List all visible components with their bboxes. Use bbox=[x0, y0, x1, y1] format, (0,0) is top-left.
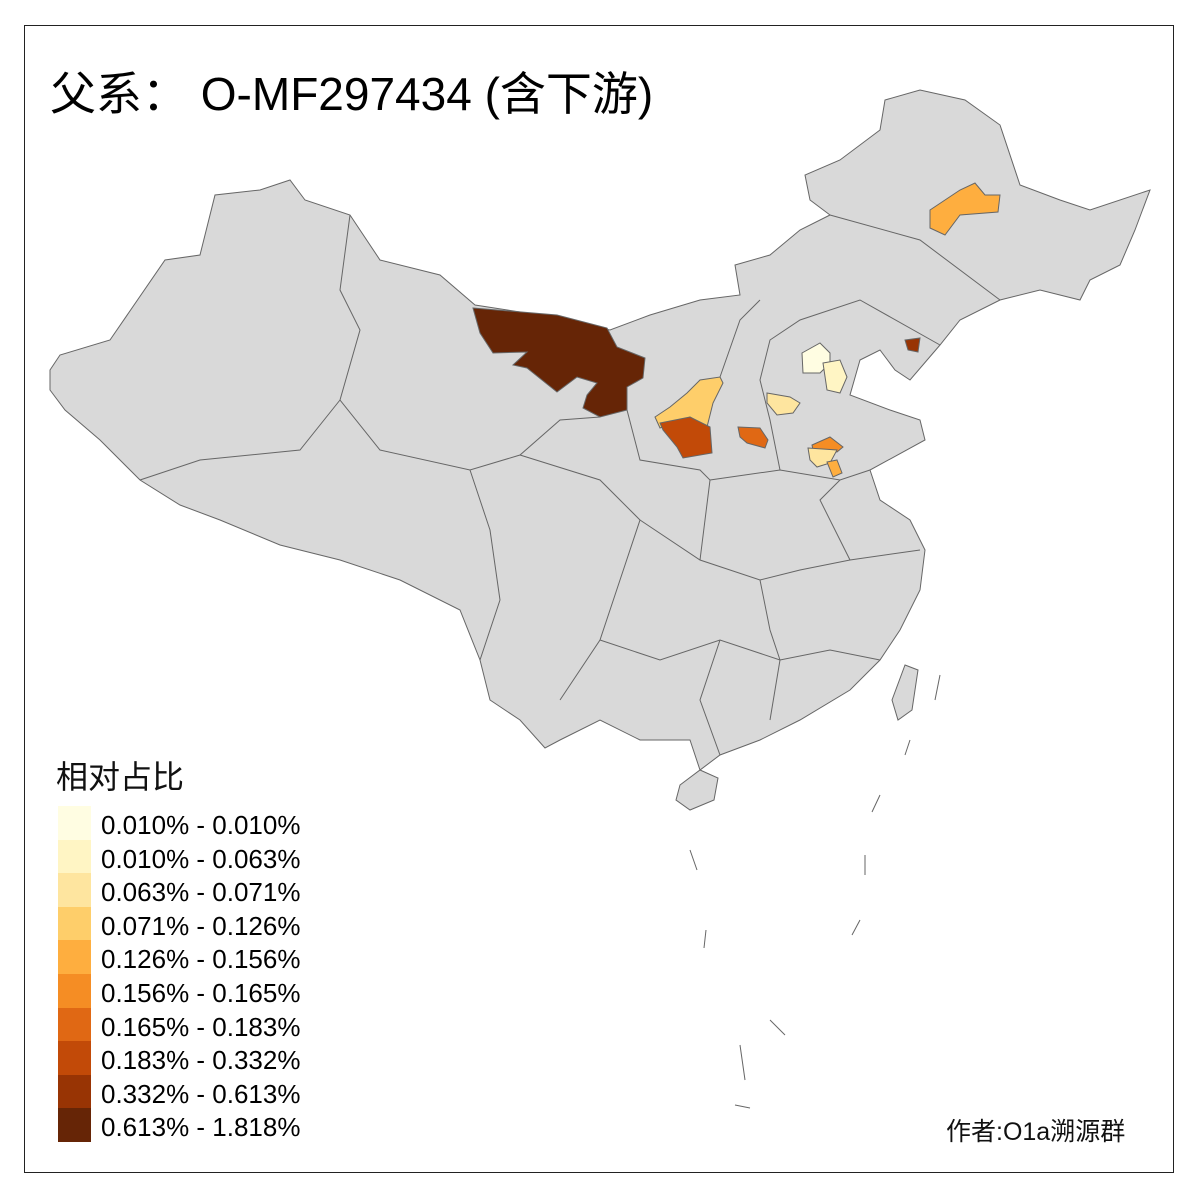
legend-label: 0.010% - 0.063% bbox=[101, 843, 301, 874]
island-mark bbox=[904, 739, 911, 756]
island-mark bbox=[739, 1044, 746, 1081]
legend-swatch bbox=[58, 1041, 91, 1075]
legend-label: 0.126% - 0.156% bbox=[101, 944, 301, 975]
region-yanan bbox=[659, 416, 713, 459]
legend-label: 0.183% - 0.332% bbox=[101, 1045, 301, 1076]
legend-title: 相对占比 bbox=[56, 759, 185, 795]
province-border bbox=[819, 479, 851, 561]
island-mark bbox=[769, 1019, 786, 1036]
legend-label: 0.165% - 0.183% bbox=[101, 1011, 301, 1042]
province-border bbox=[759, 579, 781, 661]
legend-swatch bbox=[58, 1108, 91, 1142]
legend-label: 0.332% - 0.613% bbox=[101, 1078, 301, 1109]
legend-swatch bbox=[58, 974, 91, 1008]
island-mark bbox=[934, 674, 941, 701]
province-border bbox=[139, 399, 341, 481]
legend-item: 0.165% - 0.183% bbox=[58, 1007, 358, 1042]
island-mark bbox=[871, 794, 881, 813]
author-credit: 作者:O1a溯源群 bbox=[946, 1118, 1126, 1146]
legend-swatch bbox=[58, 940, 91, 974]
province-border bbox=[339, 214, 601, 471]
legend-label: 0.071% - 0.126% bbox=[101, 910, 301, 941]
region-qiqihar bbox=[929, 182, 1001, 236]
region-shijiazhuang bbox=[766, 392, 801, 416]
province-border bbox=[626, 409, 711, 561]
map-title: 父系： O-MF297434 (含下游) bbox=[50, 68, 654, 120]
south-china-sea-islands bbox=[689, 674, 941, 1109]
legend-item: 0.183% - 0.332% bbox=[58, 1041, 358, 1075]
province-border bbox=[829, 214, 1001, 301]
map-frame bbox=[24, 25, 1174, 1173]
legend-swatch bbox=[58, 839, 91, 874]
province-borders bbox=[139, 214, 1001, 756]
legend-swatch bbox=[58, 806, 91, 840]
legend-item: 0.010% - 0.010% bbox=[58, 806, 358, 840]
legend-item: 0.071% - 0.126% bbox=[58, 906, 358, 941]
province-border bbox=[719, 299, 761, 378]
province-border bbox=[709, 469, 871, 481]
province-border bbox=[469, 469, 501, 661]
region-linfen bbox=[737, 426, 769, 449]
legend-swatch bbox=[58, 1074, 91, 1109]
island-mark bbox=[689, 849, 698, 871]
hainan-island bbox=[675, 769, 719, 811]
legend-swatch bbox=[58, 1007, 91, 1042]
legend-swatch bbox=[58, 906, 91, 941]
province-border bbox=[519, 454, 641, 701]
province-border bbox=[639, 519, 921, 581]
legend-label: 0.010% - 0.010% bbox=[101, 810, 301, 840]
legend-item: 0.613% - 1.818% bbox=[58, 1108, 358, 1142]
legend-label: 0.156% - 0.165% bbox=[101, 978, 301, 1008]
province-border bbox=[759, 299, 941, 471]
china-base-map bbox=[49, 89, 1151, 811]
region-tianjin bbox=[822, 359, 848, 394]
taiwan-island bbox=[891, 664, 919, 721]
legend-item: 0.126% - 0.156% bbox=[58, 940, 358, 974]
region-dalian bbox=[904, 337, 921, 353]
legend-item: 0.332% - 0.613% bbox=[58, 1074, 358, 1109]
legend-swatch bbox=[58, 873, 91, 907]
china-outline bbox=[49, 89, 1151, 771]
legend-item: 0.010% - 0.063% bbox=[58, 839, 358, 874]
legend-label: 0.613% - 1.818% bbox=[101, 1112, 301, 1143]
legend-label: 0.063% - 0.071% bbox=[101, 877, 301, 908]
island-mark bbox=[734, 1104, 751, 1109]
region-alxa bbox=[472, 307, 646, 418]
island-mark bbox=[703, 929, 707, 949]
legend-item: 0.063% - 0.071% bbox=[58, 873, 358, 907]
province-border bbox=[599, 639, 881, 661]
province-border bbox=[699, 639, 721, 756]
province-border bbox=[769, 659, 781, 721]
region-linyi bbox=[826, 459, 843, 478]
island-mark bbox=[851, 919, 861, 936]
legend-item: 0.156% - 0.165% bbox=[58, 974, 358, 1008]
highlighted-regions bbox=[472, 182, 1001, 478]
